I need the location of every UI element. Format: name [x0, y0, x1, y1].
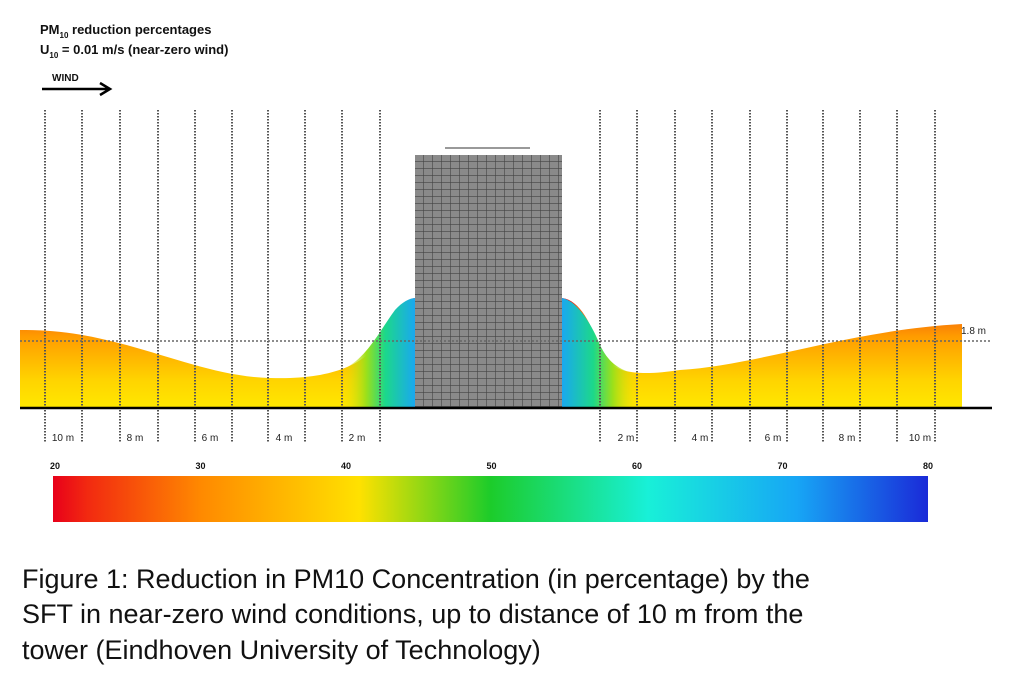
measure-lines — [44, 110, 936, 442]
distance-label: 4 m — [276, 433, 293, 444]
plume-right — [562, 298, 962, 408]
distance-label: 8 m — [839, 433, 856, 444]
distance-label: 8 m — [127, 433, 144, 444]
colorbar-tick-label: 50 — [486, 461, 496, 471]
distance-label: 10 m — [52, 433, 74, 444]
distance-label: 2 m — [618, 433, 635, 444]
colorbar-tick-label: 20 — [50, 461, 60, 471]
distance-labels: 10 m 8 m 6 m 4 m 2 m 2 m 4 m 6 m 8 m 10 m — [52, 433, 931, 444]
plume-left-near — [340, 298, 415, 408]
colorbar-tick-label: 60 — [632, 461, 642, 471]
caption-line: SFT in near-zero wind conditions, up to … — [22, 599, 803, 629]
colorbar-tick-label: 40 — [341, 461, 351, 471]
header-line: PM10 reduction percentages — [40, 22, 211, 40]
colorbar-tick-label: 70 — [777, 461, 787, 471]
tower — [415, 155, 562, 408]
colorbar-tick-label: 30 — [195, 461, 205, 471]
wind-label: WIND — [52, 73, 79, 84]
distance-label: 2 m — [349, 433, 366, 444]
caption-line: Figure 1: Reduction in PM10 Concentratio… — [22, 564, 810, 594]
height-label: 1.8 m — [961, 326, 986, 337]
caption-line: tower (Eindhoven University of Technolog… — [22, 635, 541, 665]
distance-label: 6 m — [765, 433, 782, 444]
colorbar-tick-label: 80 — [923, 461, 933, 471]
colorbar — [53, 476, 928, 522]
distance-label: 6 m — [202, 433, 219, 444]
wind-arrow — [42, 81, 113, 97]
distance-label: 4 m — [692, 433, 709, 444]
header-line: U10 = 0.01 m/s (near-zero wind) — [40, 42, 228, 60]
plume-left — [20, 298, 415, 408]
colorbar-ticks: 20 30 40 50 60 70 80 — [50, 461, 933, 471]
distance-label: 10 m — [909, 433, 931, 444]
